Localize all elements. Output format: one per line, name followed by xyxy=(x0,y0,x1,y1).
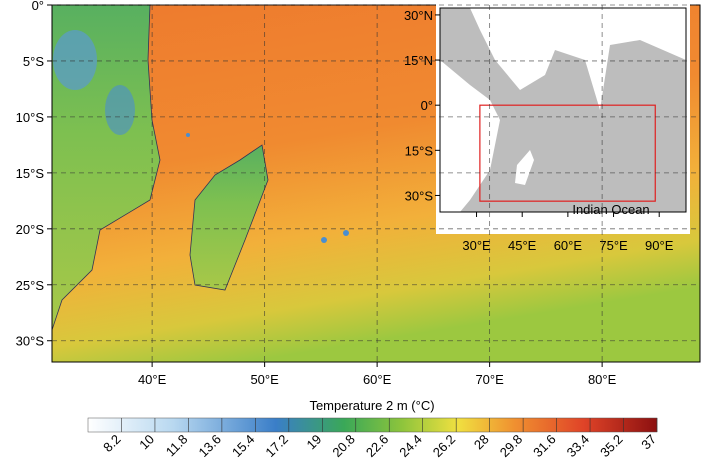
inset: Indian Ocean 30°E 45°E 60°E 75°E 90°E 30°N 15°… xyxy=(404,3,690,253)
lat-tick-label: 5°S xyxy=(23,54,44,69)
colorbar-tick-label: 35.2 xyxy=(597,432,626,461)
lat-tick-label: 10°S xyxy=(16,110,45,125)
inset-lat-label: 15°N xyxy=(404,53,433,68)
inset-frame xyxy=(439,7,687,213)
island xyxy=(343,230,349,236)
lat-tick-label: 15°S xyxy=(16,166,45,181)
colorbar-tick-label: 26.2 xyxy=(430,432,459,461)
inset-label: Indian Ocean xyxy=(572,202,649,217)
inset-lon-label: 75°E xyxy=(599,238,628,253)
island xyxy=(186,133,190,137)
lon-tick-label: 60°E xyxy=(363,372,392,387)
domain-box xyxy=(479,104,656,202)
inset-lon-label: 90°E xyxy=(645,238,674,253)
colorbar-tick-label: 24.4 xyxy=(396,432,425,461)
highlands xyxy=(53,30,97,90)
colorbar-title: Temperature 2 m (°C) xyxy=(309,398,434,413)
inset-lat-label: 0° xyxy=(421,98,433,113)
lat-tick-label: 20°S xyxy=(16,222,45,237)
lat-tick-label: 25°S xyxy=(16,278,45,293)
colorbar-tick-label: 13.6 xyxy=(195,432,224,461)
colorbar-tick-label: 17.2 xyxy=(262,432,291,461)
colorbar-tick-label: 29.8 xyxy=(497,432,526,461)
colorbar-tick-label: 19 xyxy=(304,432,325,453)
inset-lat-label: 30°N xyxy=(404,8,433,23)
colorbar-tick-label: 22.6 xyxy=(363,432,392,461)
colorbar-tick-label: 15.4 xyxy=(229,432,258,461)
inset-africa xyxy=(440,60,500,212)
inset-lon-label: 60°E xyxy=(554,238,583,253)
inset-madagascar xyxy=(515,150,534,185)
lon-tick-label: 40°E xyxy=(138,372,167,387)
inset-lat-label: 15°S xyxy=(405,143,434,158)
highlands xyxy=(105,85,135,135)
inset-lon-label: 45°E xyxy=(508,238,537,253)
inset-asia xyxy=(440,8,686,110)
colorbar xyxy=(87,417,658,433)
colorbar-tick-label: 20.8 xyxy=(329,432,358,461)
colorbar-tick-label: 28 xyxy=(471,432,492,453)
inset-lon-label: 30°E xyxy=(462,238,491,253)
lon-tick-label: 70°E xyxy=(475,372,504,387)
island xyxy=(321,237,327,243)
colorbar-tick-label: 31.6 xyxy=(530,432,559,461)
lon-tick-label: 50°E xyxy=(250,372,279,387)
colorbar-tick-label: 33.4 xyxy=(564,432,593,461)
inset-lat-label: 30°S xyxy=(405,188,434,203)
colorbar-tick-label: 37 xyxy=(638,432,659,453)
lat-tick-label: 30°S xyxy=(16,334,45,349)
lon-tick-label: 80°E xyxy=(588,372,617,387)
colorbar-tick-label: 10 xyxy=(136,432,157,453)
colorbar-tick-label: 8.2 xyxy=(100,432,123,455)
colorbar-tick-label: 11.8 xyxy=(163,432,191,460)
lat-tick-label: 0° xyxy=(32,0,44,13)
madagascar xyxy=(189,144,269,291)
